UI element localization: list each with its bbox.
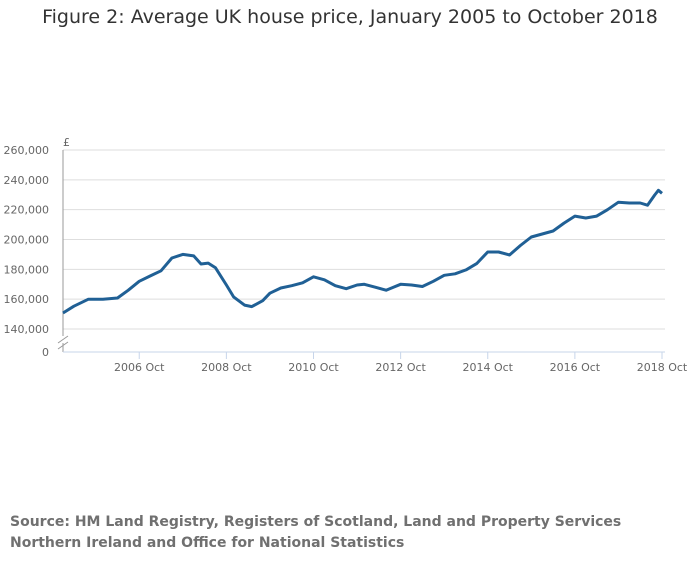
x-tick-label: 2008 Oct <box>201 361 252 374</box>
chart-title: Figure 2: Average UK house price, Januar… <box>42 6 658 28</box>
source-note: Source: HM Land Registry, Registers of S… <box>10 514 622 551</box>
y-tick-label: 200,000 <box>4 234 50 247</box>
y-tick-label: 260,000 <box>4 144 50 157</box>
y-axis-unit: £ <box>63 136 70 149</box>
line-chart: 140,000 160,000 180,000 200,000 220,000 240,0… <box>4 136 688 374</box>
y-tick-label: 220,000 <box>4 204 50 217</box>
y-tick-label: 160,000 <box>4 293 50 306</box>
y-tick-label: 240,000 <box>4 174 50 187</box>
x-tick-label: 2014 Oct <box>462 361 513 374</box>
y-tick-label: 180,000 <box>4 263 50 276</box>
x-tick-label: 2018 Oct <box>637 361 688 374</box>
axis-break-icon <box>57 335 69 350</box>
x-tick-label: 2016 Oct <box>550 361 601 374</box>
y-tick-label: 140,000 <box>4 323 50 336</box>
x-tick-label: 2012 Oct <box>375 361 426 374</box>
x-tick-label: 2010 Oct <box>288 361 339 374</box>
y-tick-label: 0 <box>42 346 49 359</box>
series-line <box>62 188 663 315</box>
x-tick-label: 2006 Oct <box>114 361 165 374</box>
